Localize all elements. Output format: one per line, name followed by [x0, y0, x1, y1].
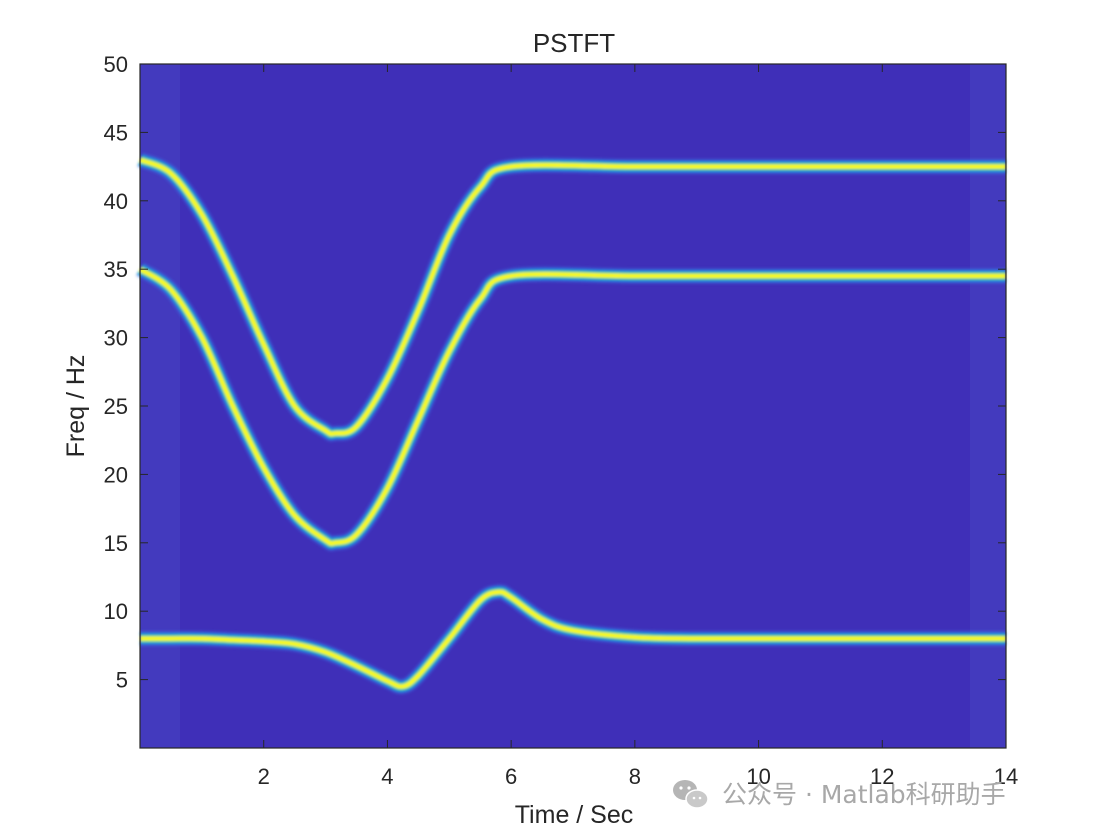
plot-area	[135, 64, 1006, 748]
x-axis-label: Time / Sec	[515, 801, 634, 829]
y-tick-label: 50	[104, 52, 128, 77]
x-axis-ticks: 2 4 6 8 10 12 14	[258, 64, 1018, 789]
y-tick-label: 15	[104, 531, 128, 556]
ridge-layer	[135, 152, 1006, 695]
y-tick-label: 35	[104, 257, 128, 282]
y-tick-label: 40	[104, 189, 128, 214]
ridge-2-layer-4	[138, 267, 1006, 546]
y-tick-label: 30	[104, 326, 128, 351]
y-tick-label: 45	[104, 120, 128, 145]
x-tick-label: 6	[505, 764, 517, 789]
ridge-1	[136, 152, 1006, 442]
watermark: 公众号 · Matlab科研助手	[673, 780, 1006, 809]
ridge-3	[140, 583, 1006, 695]
x-tick-label: 4	[381, 764, 393, 789]
y-tick-label: 10	[104, 599, 128, 624]
watermark-text: 公众号 · Matlab科研助手	[722, 780, 1006, 809]
x-tick-label: 10	[746, 764, 770, 789]
x-tick-label: 2	[258, 764, 270, 789]
x-tick-label: 12	[870, 764, 894, 789]
y-tick-label: 25	[104, 394, 128, 419]
wechat-icon	[673, 780, 709, 809]
y-axis-label: Freq / Hz	[62, 355, 90, 458]
x-tick-label: 8	[629, 764, 641, 789]
ridge-1-layer-4	[139, 157, 1006, 437]
chart-title: PSTFT	[533, 28, 615, 58]
x-tick-label: 14	[994, 764, 1018, 789]
y-tick-label: 5	[116, 668, 128, 693]
y-axis-ticks: 5 10 15 20 25 30 35 40 45 50	[104, 52, 1006, 693]
ridge-3-layer-4	[140, 589, 1006, 689]
ridge-2	[135, 262, 1006, 552]
y-tick-label: 20	[104, 462, 128, 487]
